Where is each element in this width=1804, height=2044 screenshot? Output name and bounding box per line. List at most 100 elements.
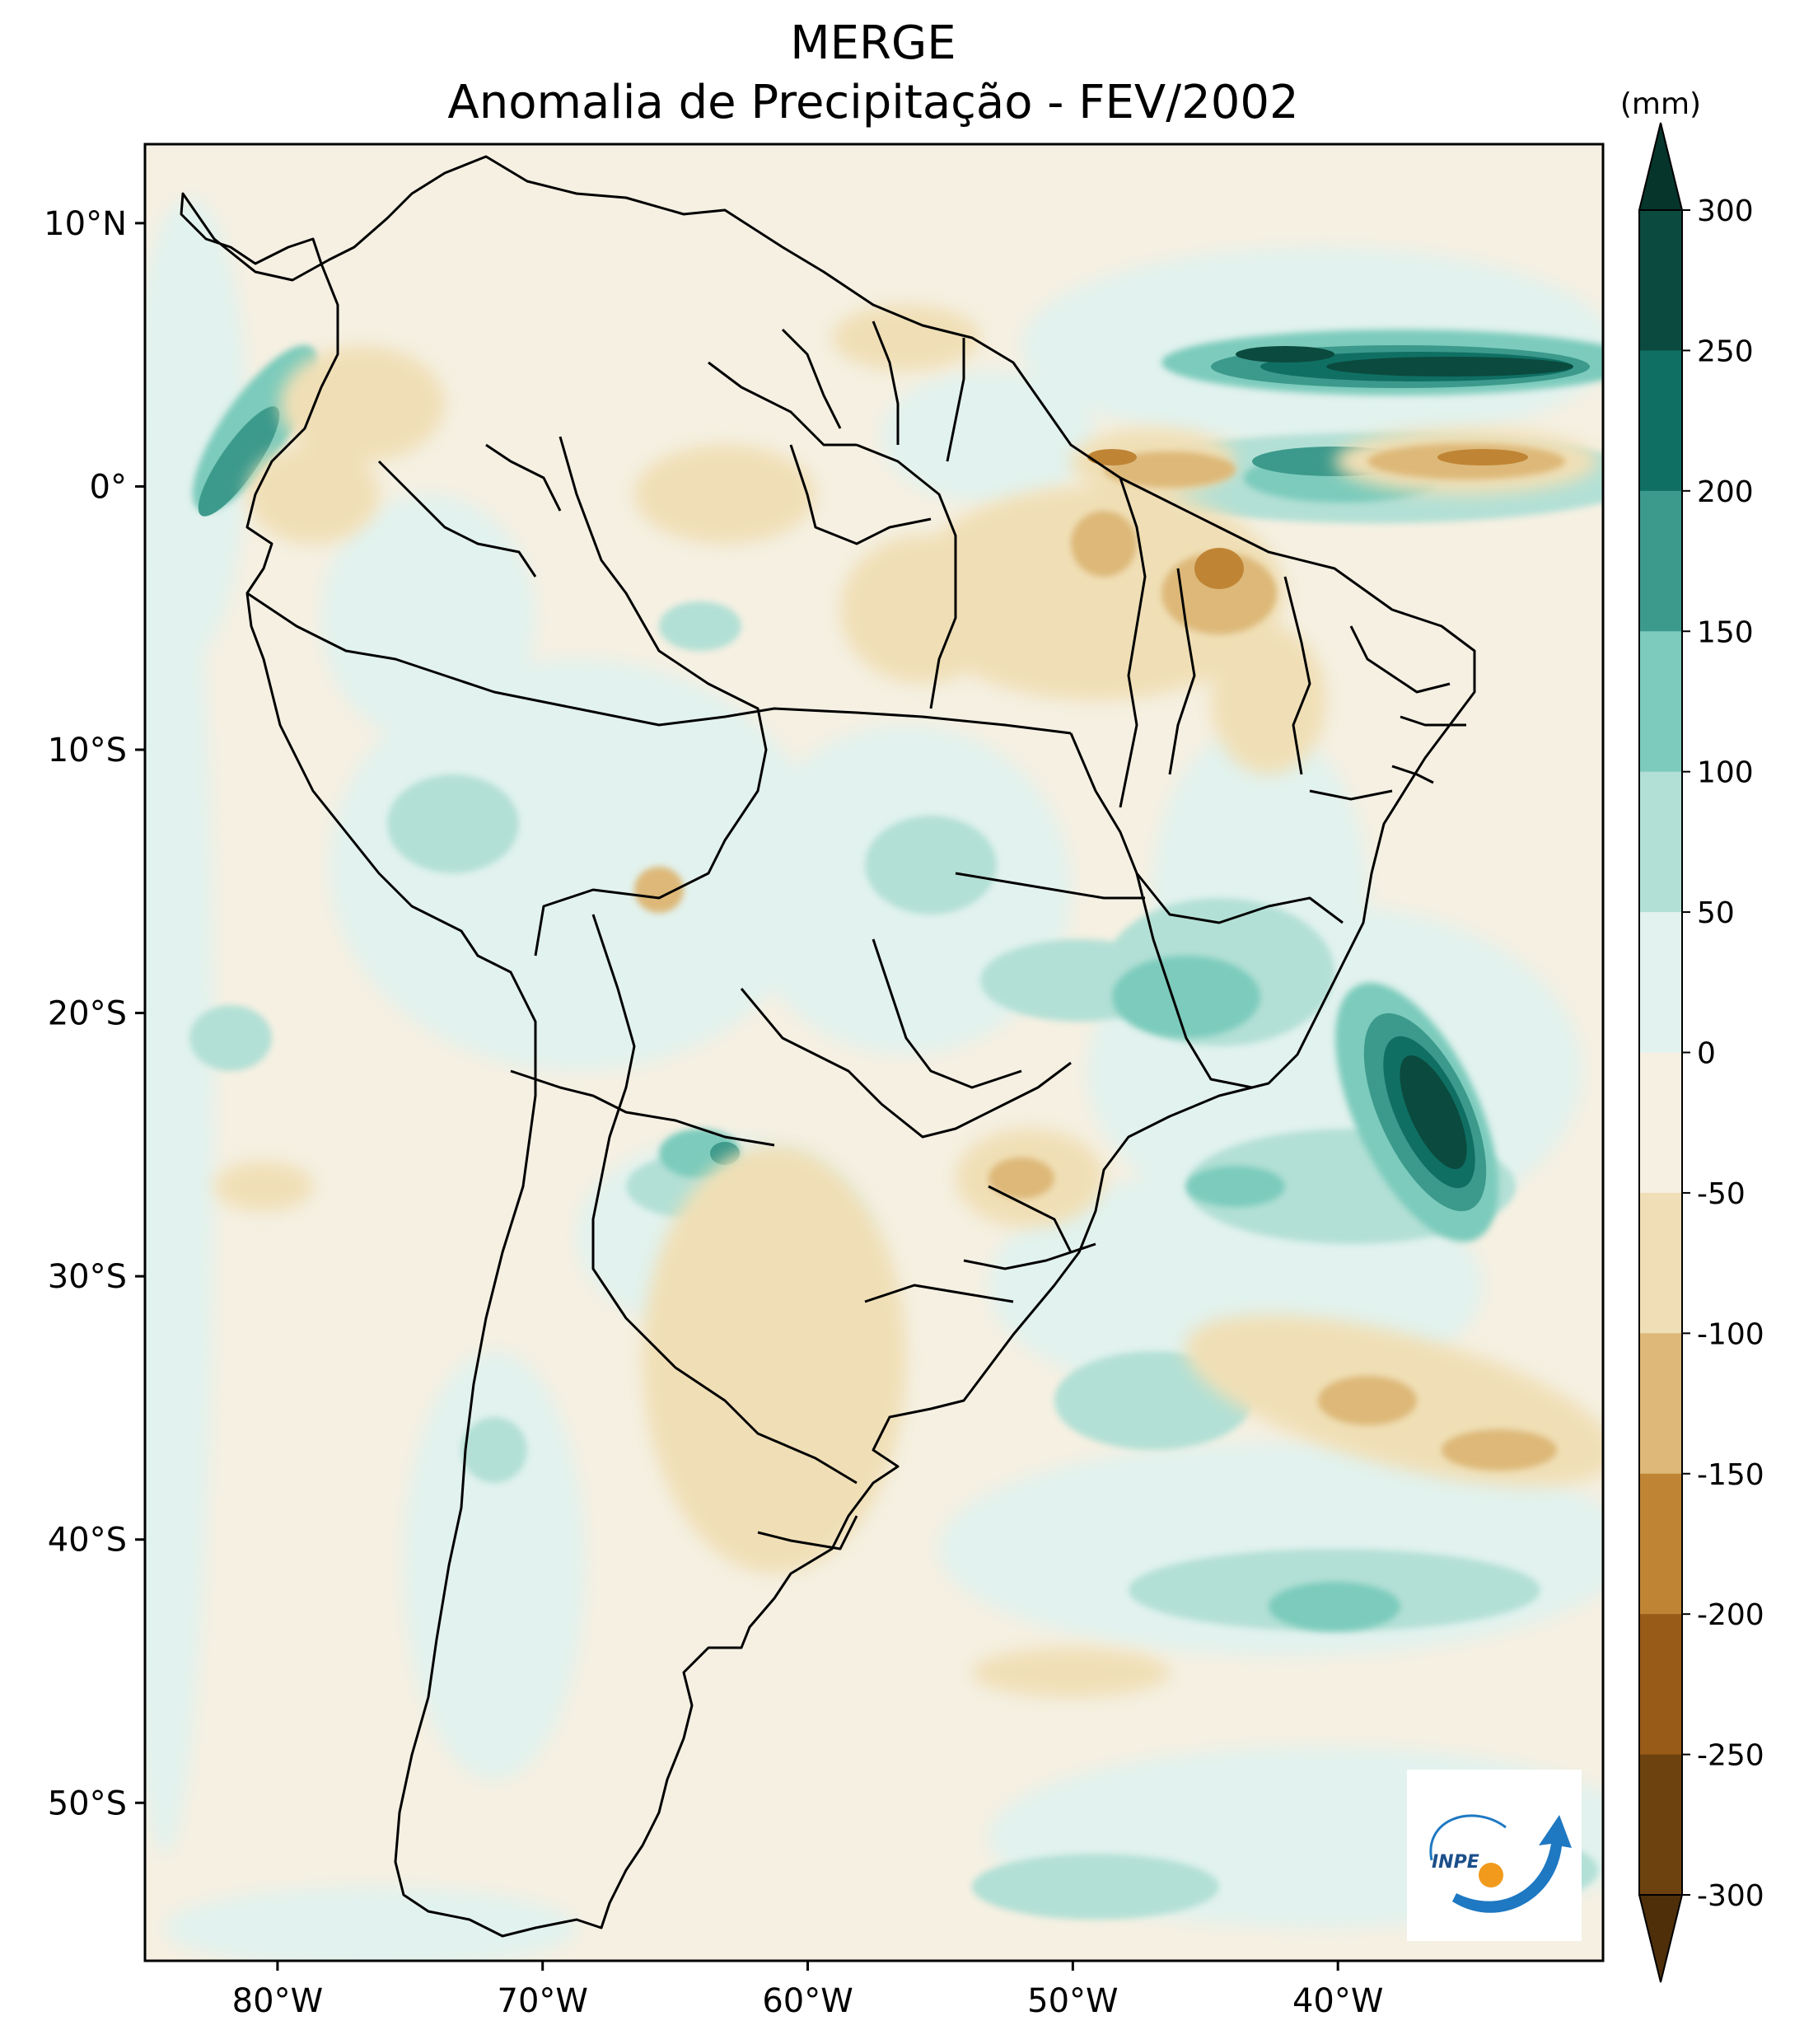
border-line	[955, 872, 1145, 900]
logo-arrow	[1452, 1815, 1572, 1913]
y-axis: 10°N 0° 10°S 20°S 30°S 40°S 50°S	[44, 205, 145, 1822]
anomaly-region	[988, 1158, 1054, 1199]
anomaly-region	[1087, 449, 1137, 465]
x-tick-label: 40°W	[1292, 1982, 1383, 2020]
y-tick-label: 30°S	[48, 1258, 127, 1296]
anomaly-field	[145, 198, 1603, 1961]
anomaly-region	[198, 406, 280, 517]
anomaly-region	[1186, 1166, 1285, 1207]
colorbar-label: 50	[1697, 896, 1735, 930]
anomaly-region	[1269, 1582, 1400, 1631]
colorbar-unit: (mm)	[1620, 87, 1701, 121]
colorbar-label: 300	[1697, 194, 1754, 228]
x-tick-label: 80°W	[232, 1982, 323, 2020]
border-line	[444, 674, 1072, 735]
map-subtitle: Anomalia de Precipitação - FEV/2002	[447, 76, 1299, 129]
anomaly-region	[840, 536, 1005, 684]
border-line	[740, 988, 1072, 1139]
anomaly-region	[865, 816, 997, 914]
inpe-logo-graphic	[1429, 1814, 1572, 1913]
colorbar: 300 250 200 150 100 50 0 -50 -100 -150 -200 -250 -30…	[1620, 87, 1764, 1983]
country-borders	[180, 155, 1476, 1938]
border-line	[1119, 477, 1147, 808]
y-tick-label: 0°	[90, 468, 127, 506]
border-line	[485, 443, 562, 512]
y-tick-label: 20°S	[48, 995, 127, 1033]
y-tick-label: 50°S	[48, 1784, 127, 1822]
border-line	[856, 443, 957, 709]
colorbar-segment	[1639, 210, 1682, 351]
y-tick-label: 10°N	[44, 205, 127, 243]
colorbar-segment	[1639, 1192, 1682, 1334]
anomaly-region	[1442, 1429, 1557, 1471]
coastline	[180, 155, 1476, 1938]
anomaly-region	[329, 659, 824, 1071]
border-line	[781, 328, 842, 429]
border-line	[377, 460, 537, 578]
anomaly-region	[404, 1351, 585, 1780]
logo-orbit-arc	[1429, 1814, 1507, 1861]
colorbar-segment	[1639, 1473, 1682, 1615]
colorbar-segment	[1639, 912, 1682, 1053]
border-line	[1349, 625, 1451, 694]
border-line	[1135, 872, 1253, 1089]
anomaly-region	[832, 305, 980, 371]
colorbar-label: -100	[1697, 1317, 1764, 1351]
border-line	[963, 1242, 1096, 1270]
border-line	[1309, 789, 1393, 801]
anomaly-region	[1236, 346, 1334, 362]
colorbar-segment	[1639, 631, 1682, 773]
anomaly-region	[461, 1417, 527, 1483]
anomaly-region	[659, 601, 741, 651]
border-line	[789, 444, 932, 545]
anomaly-region	[972, 1648, 1170, 1697]
anomaly-region	[1318, 1376, 1417, 1425]
colorbar-segment	[1639, 1333, 1682, 1475]
x-tick-label: 70°W	[498, 1982, 588, 2020]
colorbar-extend-max	[1638, 122, 1684, 211]
anomaly-region	[1104, 451, 1236, 488]
colorbar-label: 200	[1697, 475, 1754, 509]
anomaly-region	[214, 1162, 313, 1211]
anomaly-region	[1437, 449, 1528, 465]
border-line	[246, 592, 446, 677]
border-line	[591, 914, 858, 1485]
border-line	[864, 1284, 1014, 1303]
inpe-logo: INPE	[1407, 1770, 1582, 1941]
border-line	[1400, 715, 1466, 727]
colorbar-label: 250	[1697, 334, 1754, 368]
anomaly-region	[1326, 357, 1573, 377]
anomaly-region	[1112, 956, 1260, 1038]
plot-frame	[143, 143, 1605, 1962]
anomaly-region	[280, 346, 445, 461]
colorbar-label: -250	[1697, 1739, 1764, 1773]
colorbar-segment	[1639, 490, 1682, 632]
anomaly-region	[165, 1887, 577, 1961]
colorbar-segment	[1639, 1052, 1682, 1194]
colorbar-extend-min	[1638, 1894, 1684, 1983]
border-line	[757, 1515, 858, 1551]
border-line	[872, 320, 900, 445]
anomaly-region	[387, 774, 519, 873]
border-line	[1168, 568, 1196, 775]
colorbar-label: -200	[1697, 1598, 1764, 1632]
colorbar-label: -150	[1697, 1458, 1764, 1492]
x-tick-label: 60°W	[762, 1982, 853, 2020]
colorbar-label: -50	[1697, 1177, 1746, 1211]
anomaly-region	[1400, 1055, 1467, 1169]
x-axis: 80°W 70°W 60°W 50°W 40°W	[232, 1961, 1383, 2020]
border-line	[510, 1069, 594, 1097]
colorbar-label: -300	[1697, 1879, 1764, 1913]
logo-text: INPE	[1432, 1852, 1479, 1873]
anomaly-region	[972, 1854, 1219, 1920]
colorbar-segment	[1639, 771, 1682, 913]
border-line	[988, 1185, 1073, 1253]
border-line	[1069, 732, 1344, 924]
anomaly-region	[1194, 548, 1244, 589]
anomaly-region	[1161, 552, 1277, 634]
border-line	[708, 361, 857, 447]
anomaly-region	[634, 867, 684, 913]
anomaly-region	[321, 494, 535, 741]
colorbar-label: 100	[1697, 756, 1754, 790]
colorbar-segment	[1639, 1614, 1682, 1756]
